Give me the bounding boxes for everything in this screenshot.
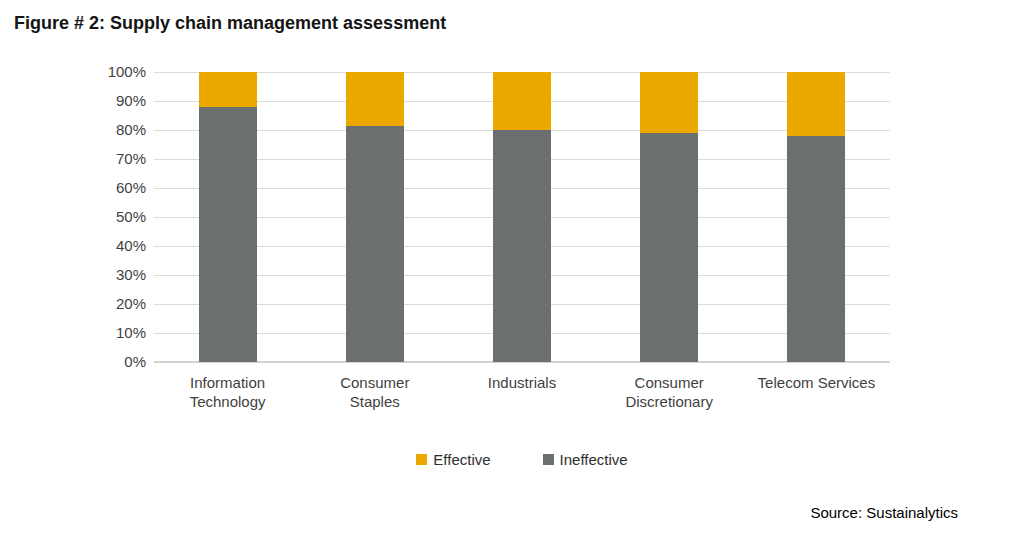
bar-segment-effective-consumer-discretionary: [640, 72, 698, 133]
legend-swatch-effective: [416, 454, 427, 465]
y-tick-label-10-: 10%: [88, 324, 146, 342]
y-tick-label-0-: 0%: [88, 353, 146, 371]
x-tick-label-industrials: Industrials: [447, 373, 597, 392]
bar-segment-ineffective-telecom-services: [787, 136, 845, 362]
bar-segment-effective-industrials: [493, 72, 551, 130]
bar-segment-effective-information-technology: [199, 72, 257, 107]
bar-segment-ineffective-industrials: [493, 130, 551, 362]
plot-area: 0%10%20%30%40%50%60%70%80%90%100%Informa…: [154, 72, 890, 362]
bar-segment-effective-telecom-services: [787, 72, 845, 136]
bar-consumer-discretionary: [640, 72, 698, 362]
x-tick-label-telecom-services: Telecom Services: [741, 373, 891, 392]
legend-swatch-ineffective: [543, 454, 554, 465]
bar-industrials: [493, 72, 551, 362]
figure-2-supply-chain-chart: Figure # 2: Supply chain management asse…: [0, 0, 1016, 551]
y-tick-label-70-: 70%: [88, 150, 146, 168]
x-tick-label-consumer-staples: Consumer Staples: [300, 373, 450, 411]
legend: Effective Ineffective: [154, 451, 890, 468]
y-tick-label-50-: 50%: [88, 208, 146, 226]
y-tick-label-90-: 90%: [88, 92, 146, 110]
y-tick-label-40-: 40%: [88, 237, 146, 255]
legend-label-ineffective: Ineffective: [560, 451, 628, 468]
source-note: Source: Sustainalytics: [810, 504, 958, 521]
figure-title: Figure # 2: Supply chain management asse…: [14, 13, 446, 34]
x-tick-label-consumer-discretionary: Consumer Discretionary: [594, 373, 744, 411]
legend-label-effective: Effective: [433, 451, 490, 468]
y-tick-label-80-: 80%: [88, 121, 146, 139]
bar-segment-ineffective-consumer-staples: [346, 126, 404, 362]
y-tick-label-100-: 100%: [88, 63, 146, 81]
bar-consumer-staples: [346, 72, 404, 362]
y-tick-label-30-: 30%: [88, 266, 146, 284]
y-tick-label-20-: 20%: [88, 295, 146, 313]
legend-item-effective: Effective: [416, 451, 490, 468]
bar-segment-ineffective-consumer-discretionary: [640, 133, 698, 362]
y-tick-label-60-: 60%: [88, 179, 146, 197]
bar-information-technology: [199, 72, 257, 362]
legend-item-ineffective: Ineffective: [543, 451, 628, 468]
bar-segment-ineffective-information-technology: [199, 107, 257, 362]
bar-segment-effective-consumer-staples: [346, 72, 404, 126]
x-tick-label-information-technology: Information Technology: [153, 373, 303, 411]
bar-telecom-services: [787, 72, 845, 362]
